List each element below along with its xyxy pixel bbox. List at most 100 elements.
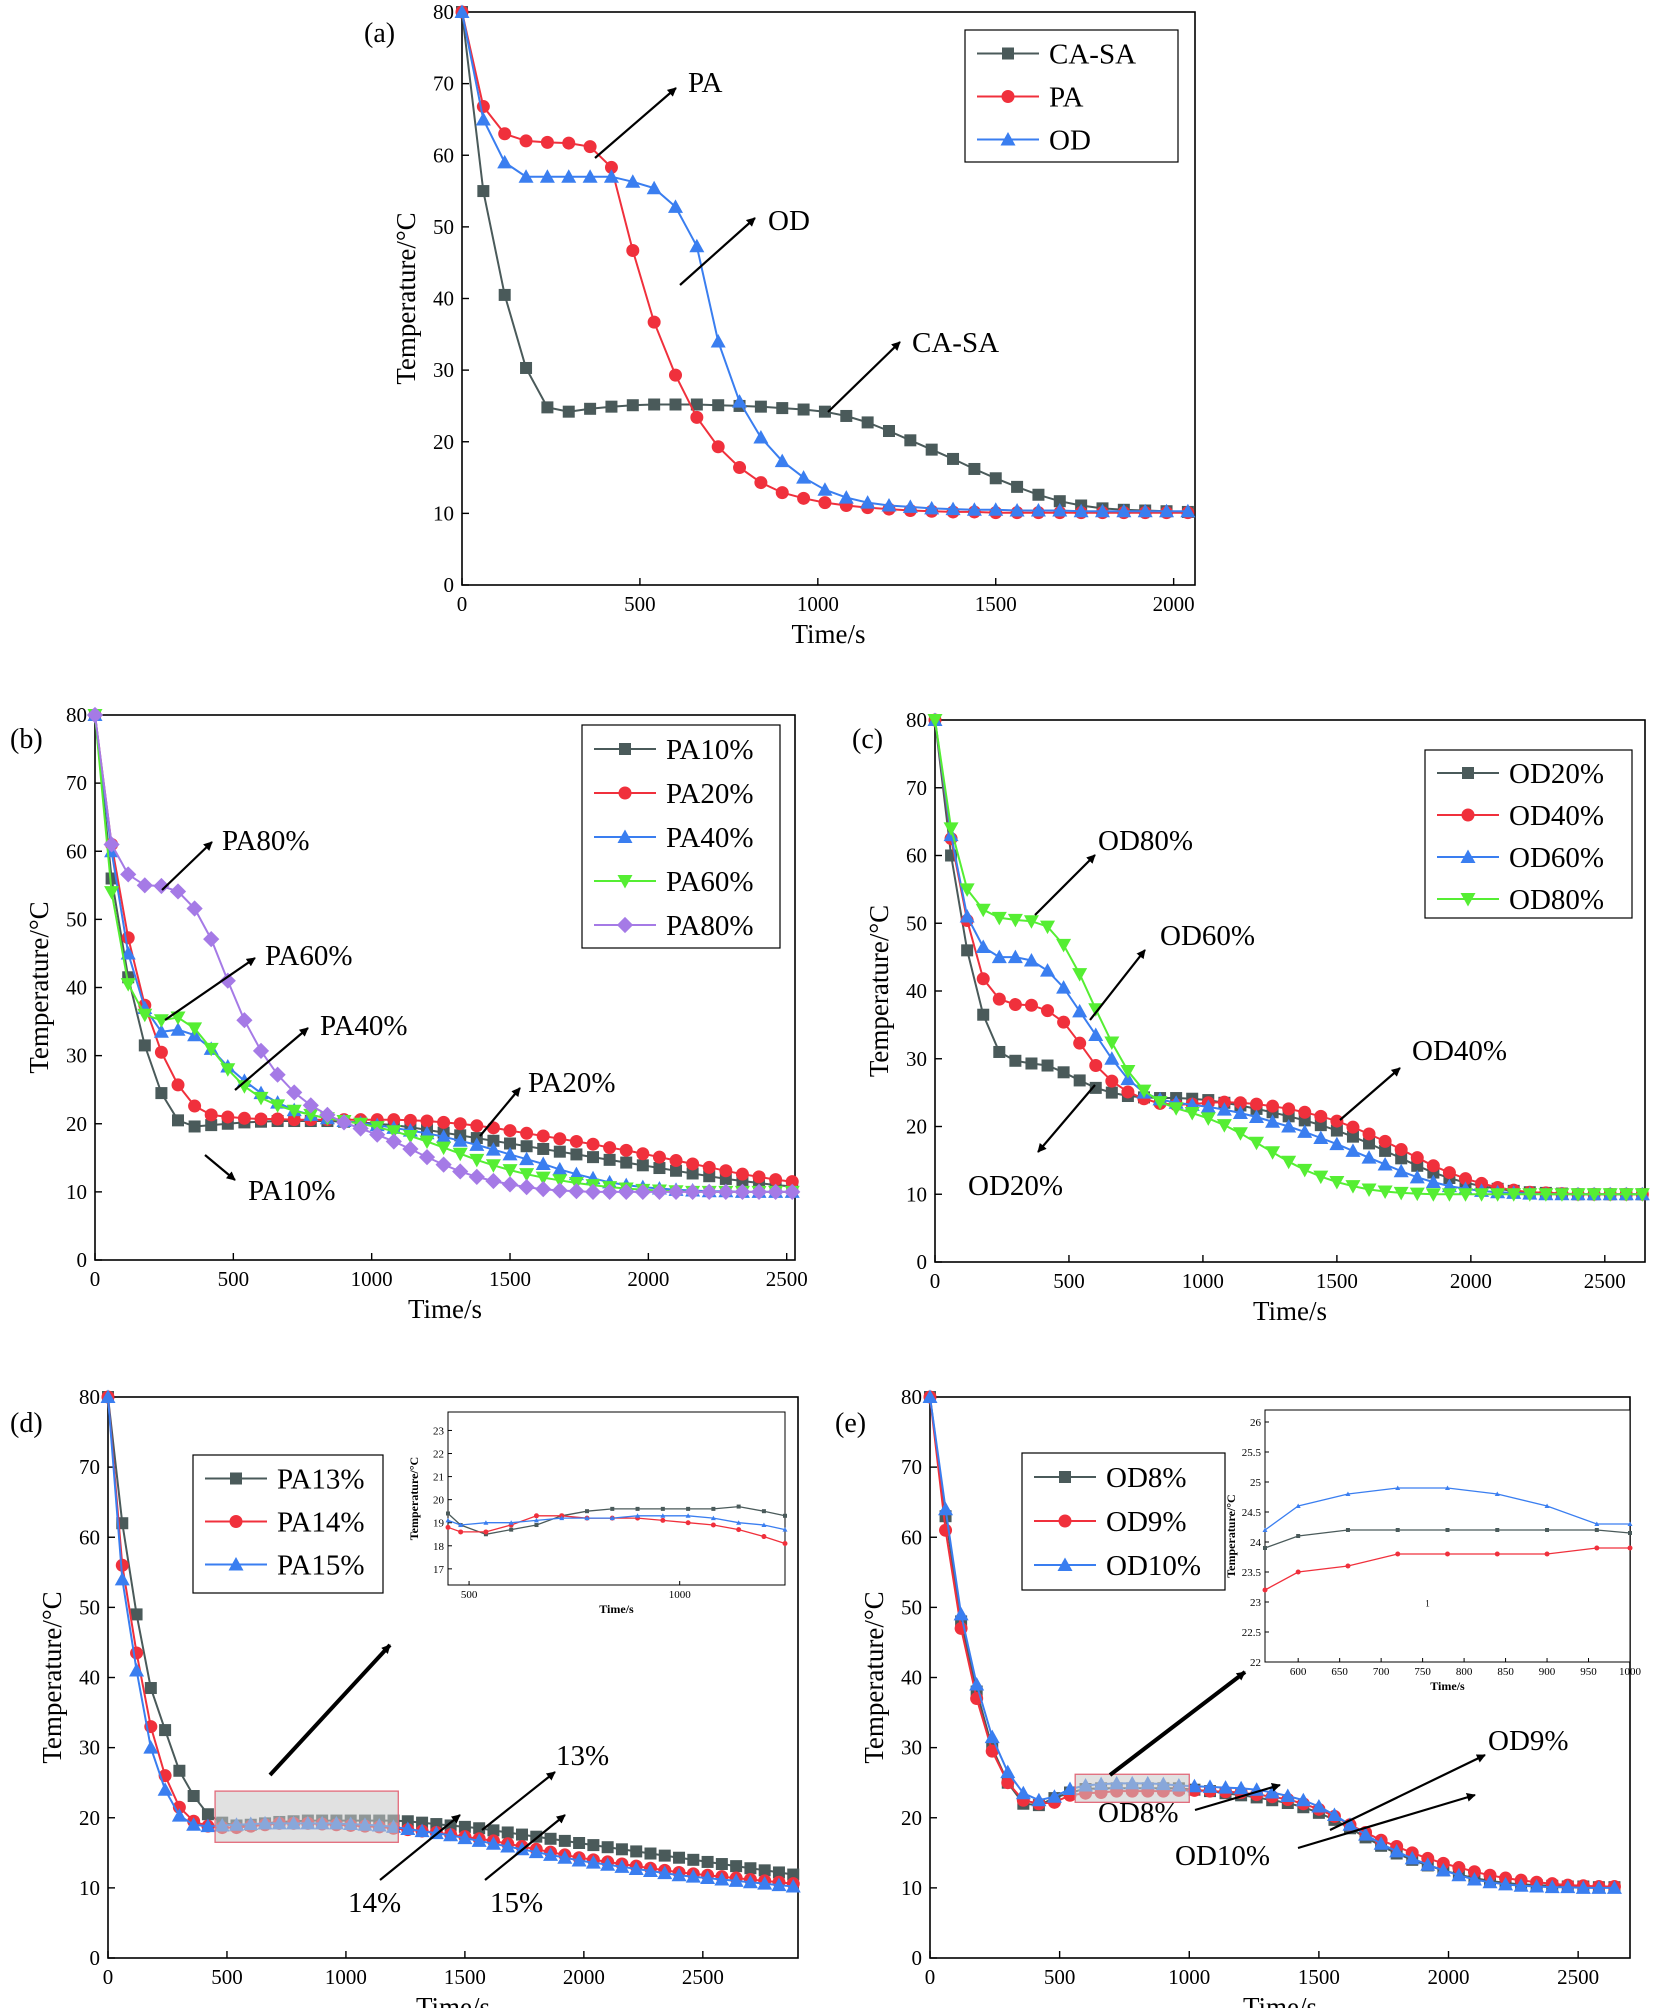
data-point <box>838 490 854 504</box>
data-point <box>428 1825 444 1840</box>
data-point <box>1410 1151 1424 1165</box>
inset-data-point <box>1395 1551 1401 1557</box>
data-point <box>1634 1188 1650 1202</box>
legend-marker <box>1460 893 1476 907</box>
legend-label: OD8% <box>1106 1462 1187 1494</box>
inset-y-tick-label: 25.5 <box>1242 1447 1262 1459</box>
data-point <box>561 169 577 183</box>
data-point <box>673 1851 686 1864</box>
data-point <box>1591 1880 1607 1894</box>
y-tick-label: 50 <box>906 911 927 935</box>
data-point <box>667 1183 685 1200</box>
series-2 <box>454 4 1196 518</box>
data-point <box>945 501 961 516</box>
data-point <box>1094 503 1110 518</box>
data-point <box>1152 1096 1168 1110</box>
data-point <box>1389 1843 1405 1858</box>
data-point <box>943 822 959 836</box>
data-point <box>520 361 533 374</box>
data-point <box>772 1866 785 1879</box>
data-point <box>387 1113 401 1127</box>
data-point <box>558 1834 571 1847</box>
data-point <box>1031 1792 1047 1807</box>
inset-data-point <box>1494 1551 1500 1557</box>
data-point <box>402 1140 419 1158</box>
data-point <box>628 1861 644 1875</box>
data-point <box>569 1134 583 1148</box>
legend-marker <box>1002 47 1014 60</box>
data-point <box>619 1143 633 1157</box>
data-point <box>1089 1081 1102 1094</box>
data-point <box>601 1841 614 1854</box>
data-point <box>651 1183 668 1200</box>
data-point <box>536 1129 550 1143</box>
panel-label: (a) <box>364 18 395 49</box>
inset-data-point <box>736 1527 742 1533</box>
x-tick-label: 0 <box>457 592 468 616</box>
data-point <box>186 1817 202 1831</box>
y-tick-label: 80 <box>433 0 454 24</box>
data-point <box>689 238 705 253</box>
data-point <box>969 1677 985 1691</box>
data-point <box>516 1828 528 1841</box>
data-point <box>544 1832 557 1845</box>
data-point <box>1104 1036 1120 1050</box>
y-tick-label: 50 <box>79 1595 100 1619</box>
inset-y-tick-label: 18 <box>433 1541 445 1553</box>
data-point <box>1057 1015 1071 1029</box>
legend-marker <box>230 1472 242 1485</box>
x-axis-label: Time/s <box>408 1294 482 1324</box>
data-point <box>882 425 895 438</box>
data-point <box>1136 1084 1152 1099</box>
x-tick-label: 1000 <box>1182 1269 1224 1293</box>
x-tick-label: 0 <box>90 1267 101 1291</box>
data-point <box>703 1170 716 1183</box>
data-point <box>436 1141 452 1156</box>
data-point <box>204 1108 218 1122</box>
x-tick-label: 1000 <box>797 592 839 616</box>
data-point <box>587 1839 600 1852</box>
data-point <box>436 1129 452 1143</box>
data-point <box>670 1164 683 1177</box>
data-point <box>1482 1874 1498 1889</box>
data-point <box>271 1112 285 1126</box>
data-point <box>1053 495 1066 508</box>
data-point <box>1458 1172 1472 1186</box>
legend-marker <box>617 875 633 889</box>
data-point <box>684 1183 701 1200</box>
annotation-arrow <box>484 1814 566 1881</box>
inset-data-point <box>1345 1528 1350 1532</box>
inset-x-tick-label: 1000 <box>1619 1666 1642 1678</box>
data-point <box>614 1859 630 1873</box>
annotation-label: 14% <box>348 1887 401 1919</box>
data-point <box>860 495 876 509</box>
data-point <box>1345 1180 1361 1194</box>
data-point <box>541 401 554 414</box>
data-point <box>1575 1880 1591 1894</box>
legend-marker <box>616 916 634 934</box>
data-point <box>938 1501 954 1516</box>
data-point <box>1200 1112 1216 1126</box>
y-tick-label: 40 <box>66 976 87 1000</box>
data-point <box>319 1106 336 1123</box>
data-point <box>953 1606 969 1621</box>
data-point <box>100 1389 116 1403</box>
y-tick-label: 40 <box>906 979 927 1003</box>
inset-y-tick-label: 26 <box>1250 1417 1262 1429</box>
data-point <box>658 1849 671 1862</box>
inset-y-tick-label: 23 <box>433 1425 445 1437</box>
annotation-label: PA40% <box>320 1010 408 1042</box>
x-axis-label: Time/s <box>416 1992 490 2008</box>
annotation-label: PA20% <box>528 1067 616 1099</box>
x-tick-label: 1500 <box>1298 1965 1340 1989</box>
data-point <box>700 1870 716 1885</box>
data-point <box>719 1164 733 1178</box>
annotation-label: OD40% <box>1412 1035 1507 1067</box>
data-point <box>1441 1188 1457 1202</box>
y-tick-label: 0 <box>912 1946 923 1970</box>
annotation-label: CA-SA <box>912 327 999 359</box>
y-tick-label: 30 <box>433 358 454 382</box>
legend-marker <box>618 786 632 800</box>
y-tick-label: 60 <box>79 1525 100 1549</box>
y-axis-label: Temperature/°C <box>391 212 421 384</box>
